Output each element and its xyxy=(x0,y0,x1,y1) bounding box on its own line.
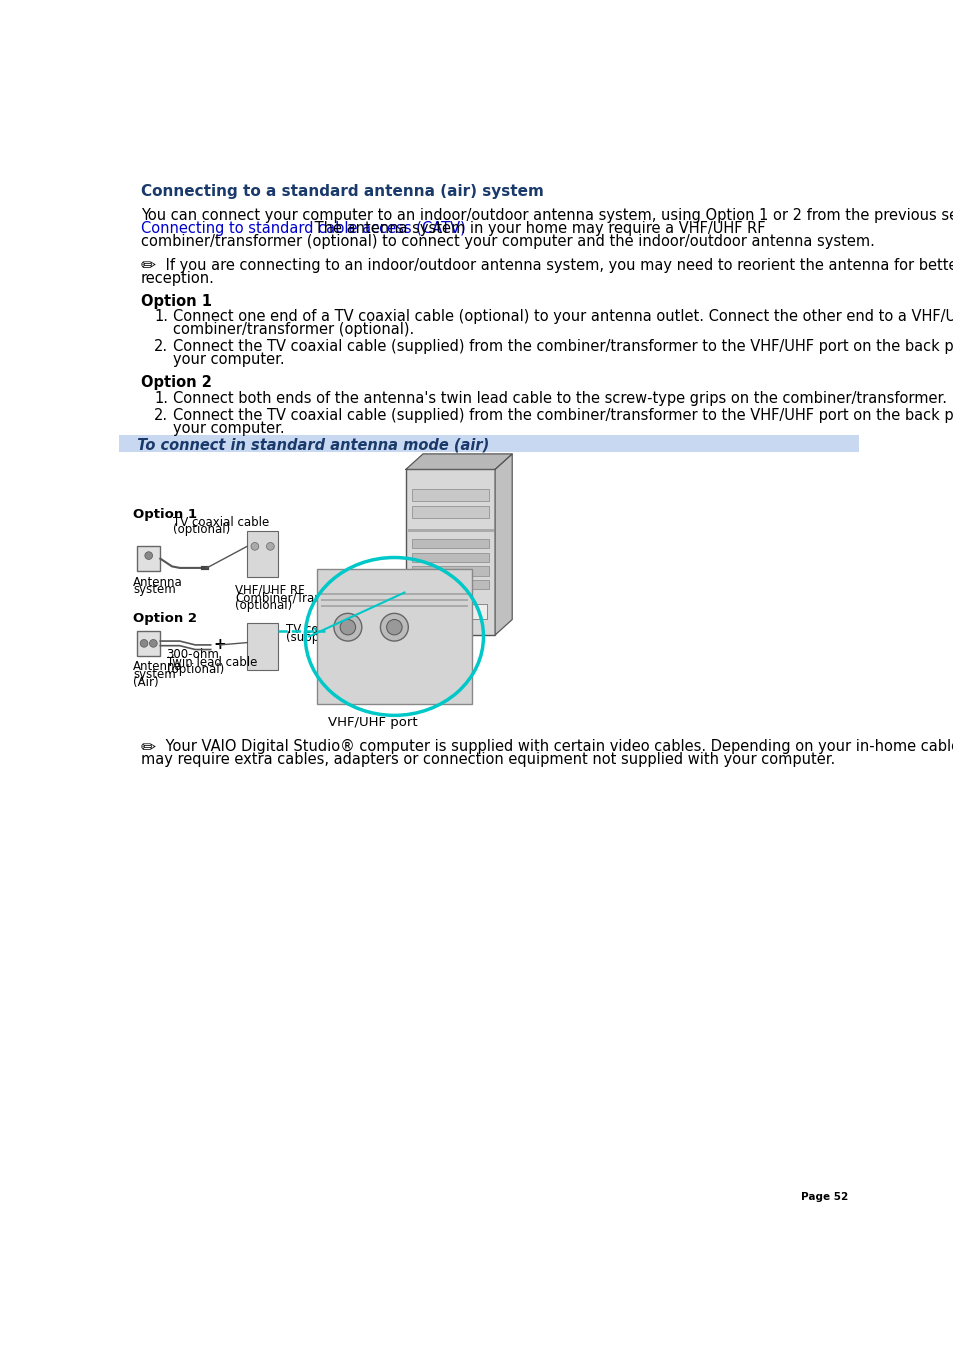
Text: reception.: reception. xyxy=(141,270,214,285)
Text: (supplied): (supplied) xyxy=(286,631,345,644)
Bar xyxy=(247,623,278,670)
Text: VHF/UHF port: VHF/UHF port xyxy=(328,716,417,728)
Text: Connecting to a standard antenna (air) system: Connecting to a standard antenna (air) s… xyxy=(141,184,543,199)
Text: your computer.: your computer. xyxy=(173,422,285,436)
Text: Option 2: Option 2 xyxy=(141,376,212,390)
Bar xyxy=(472,604,487,620)
Bar xyxy=(119,435,858,451)
Bar xyxy=(412,489,488,501)
Text: Option 2: Option 2 xyxy=(133,612,197,624)
Text: your computer.: your computer. xyxy=(173,353,285,367)
Text: VHF/UHF RF: VHF/UHF RF xyxy=(235,584,305,596)
Text: You can connect your computer to an indoor/outdoor antenna system, using Option : You can connect your computer to an indo… xyxy=(141,208,953,223)
Circle shape xyxy=(380,613,408,642)
Bar xyxy=(412,566,488,576)
Bar xyxy=(407,530,493,532)
Text: 2.: 2. xyxy=(154,408,168,423)
Circle shape xyxy=(386,620,402,635)
Text: Connect the TV coaxial cable (supplied) from the combiner/transformer to the VHF: Connect the TV coaxial cable (supplied) … xyxy=(173,339,953,354)
Text: may require extra cables, adapters or connection equipment not supplied with you: may require extra cables, adapters or co… xyxy=(141,753,834,767)
Text: The antenna system in your home may require a VHF/UHF RF: The antenna system in your home may requ… xyxy=(310,222,764,236)
Text: To connect in standard antenna mode (air): To connect in standard antenna mode (air… xyxy=(127,436,489,453)
Circle shape xyxy=(145,551,152,559)
Circle shape xyxy=(340,620,355,635)
Text: Antenna: Antenna xyxy=(133,661,183,673)
Text: +: + xyxy=(213,638,226,653)
Text: 2.: 2. xyxy=(154,339,168,354)
Text: Your VAIO Digital Studio® computer is supplied with certain video cables. Depend: Your VAIO Digital Studio® computer is su… xyxy=(161,739,953,754)
Text: Connecting to standard cable access (CATV): Connecting to standard cable access (CAT… xyxy=(141,222,465,236)
Bar xyxy=(412,553,488,562)
Text: ✏: ✏ xyxy=(141,258,156,276)
Text: (optional): (optional) xyxy=(167,663,224,677)
Text: Page 52: Page 52 xyxy=(801,1193,847,1202)
Text: TV coaxial cable: TV coaxial cable xyxy=(173,516,270,528)
Circle shape xyxy=(150,639,157,647)
Bar xyxy=(137,631,160,655)
Text: system: system xyxy=(133,667,175,681)
Text: Option 1: Option 1 xyxy=(133,508,197,521)
Circle shape xyxy=(266,543,274,550)
Bar xyxy=(320,605,468,607)
Text: (Air): (Air) xyxy=(133,676,158,689)
Bar xyxy=(320,598,468,601)
Bar xyxy=(412,505,488,517)
Bar xyxy=(412,580,488,589)
Text: Connect the TV coaxial cable (supplied) from the combiner/transformer to the VHF: Connect the TV coaxial cable (supplied) … xyxy=(173,408,953,423)
Text: Connect one end of a TV coaxial cable (optional) to your antenna outlet. Connect: Connect one end of a TV coaxial cable (o… xyxy=(173,309,953,324)
Bar xyxy=(247,531,278,577)
Text: If you are connecting to an indoor/outdoor antenna system, you may need to reori: If you are connecting to an indoor/outdo… xyxy=(161,258,953,273)
Text: (optional): (optional) xyxy=(173,523,231,536)
Text: VHF/UHF: VHF/UHF xyxy=(320,578,359,588)
Text: Twin lead cable: Twin lead cable xyxy=(167,655,256,669)
Bar xyxy=(137,546,160,571)
Text: Connect both ends of the antenna's twin lead cable to the screw-type grips on th: Connect both ends of the antenna's twin … xyxy=(173,390,946,405)
Bar xyxy=(316,570,472,704)
Bar xyxy=(320,593,468,594)
Polygon shape xyxy=(495,454,512,635)
Bar xyxy=(406,469,495,635)
Circle shape xyxy=(334,613,361,642)
Text: Antenna: Antenna xyxy=(133,576,183,589)
Text: TV coaxial cable: TV coaxial cable xyxy=(286,623,382,636)
Bar xyxy=(412,539,488,549)
Text: ✏: ✏ xyxy=(141,739,156,757)
Text: Option 1: Option 1 xyxy=(141,293,212,309)
Text: (optional): (optional) xyxy=(235,598,293,612)
Polygon shape xyxy=(406,454,512,469)
Text: Combiner/Transformer: Combiner/Transformer xyxy=(235,590,368,604)
Text: system: system xyxy=(133,584,175,596)
Circle shape xyxy=(140,639,148,647)
Text: 300-ohm: 300-ohm xyxy=(167,648,219,661)
Text: 1.: 1. xyxy=(154,390,168,405)
Text: combiner/transformer (optional).: combiner/transformer (optional). xyxy=(173,323,415,338)
Text: combiner/transformer (optional) to connect your computer and the indoor/outdoor : combiner/transformer (optional) to conne… xyxy=(141,235,874,250)
Circle shape xyxy=(251,543,258,550)
Text: 1.: 1. xyxy=(154,309,168,324)
